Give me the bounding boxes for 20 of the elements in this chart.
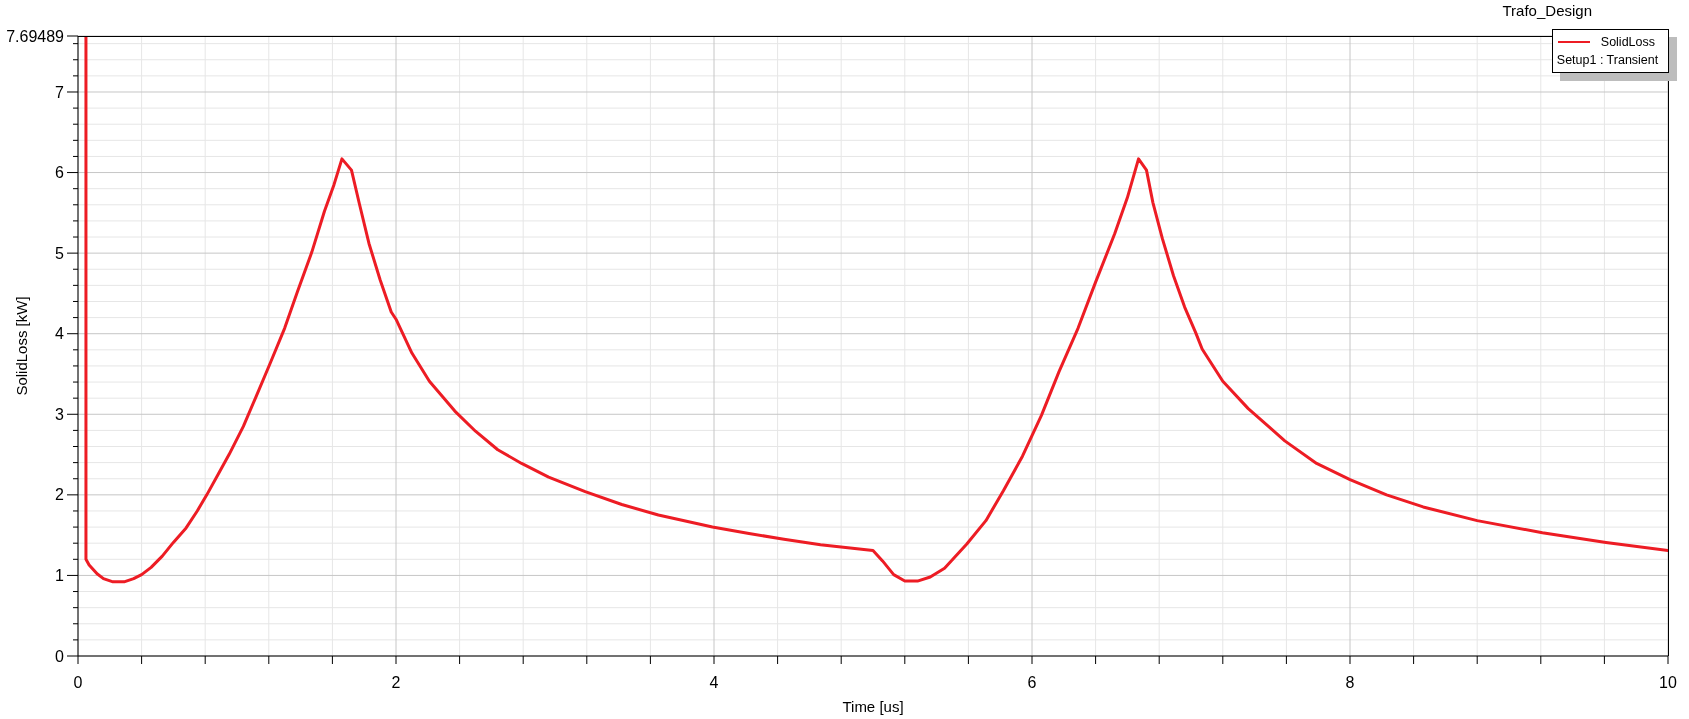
x-axis-title: Time [us] [842, 698, 904, 715]
y-tick-label: 5 [55, 244, 65, 262]
y-tick-label: 7 [55, 83, 65, 101]
y-tick-label: 7.69489 [6, 27, 65, 45]
x-tick-label: 0 [73, 674, 83, 691]
y-tick-label: 2 [55, 486, 65, 504]
x-tick-label: 6 [1027, 674, 1037, 691]
y-axis-title: SolidLoss [kW] [12, 296, 30, 396]
x-tick-label: 4 [709, 674, 719, 691]
y-tick-label: 1 [55, 567, 65, 585]
y-tick-label: 3 [55, 405, 65, 423]
x-tick-label: 2 [391, 674, 401, 691]
y-tick-label: 6 [55, 164, 65, 182]
text: Trafo_Design [1502, 2, 1592, 19]
y-tick-label: 4 [55, 325, 65, 343]
legend-title: Setup1 : Transient [1556, 52, 1660, 69]
x-tick-label: 10 [1659, 674, 1677, 691]
y-tick-label: 0 [55, 647, 65, 665]
legend-label: SolidLoss [1599, 34, 1656, 51]
x-tick-label: 8 [1345, 674, 1355, 691]
